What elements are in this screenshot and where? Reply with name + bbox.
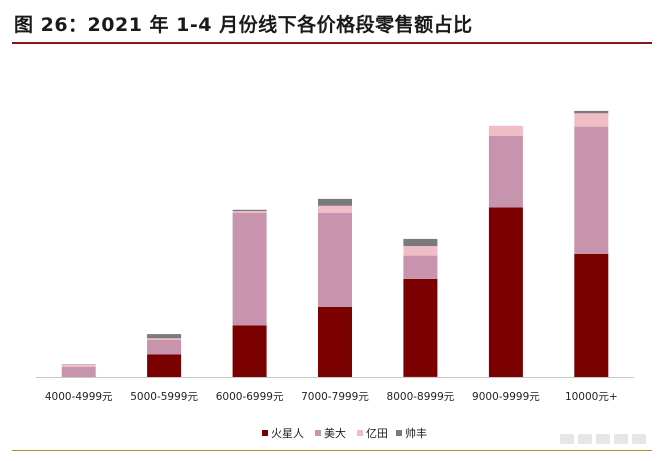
bar-4-2 (147, 334, 182, 339)
bar-3-1 (61, 364, 96, 367)
legend-label: 亿田 (366, 427, 388, 440)
bar-1-5 (403, 278, 438, 377)
bar-1-6 (488, 207, 523, 377)
bar-2-6 (488, 135, 523, 208)
legend-swatch (396, 430, 402, 436)
legend-label: 美大 (324, 426, 346, 440)
x-tick-labels: 4000-4999元 5000-5999元 6000-6999元 7000-7999元… (45, 391, 618, 403)
bar-3-6 (488, 125, 523, 136)
bar-3-2 (147, 338, 182, 340)
bar-1-7 (574, 253, 609, 377)
legend: 火星人 美大 亿田 帅丰 (262, 426, 427, 440)
bar-group (61, 110, 609, 377)
legend-swatch (315, 430, 321, 436)
bar-1-3 (232, 325, 267, 377)
bar-3-7 (574, 113, 609, 127)
bar-2-2 (147, 339, 182, 355)
bottom-rule (12, 450, 652, 451)
bar-2-4 (318, 212, 352, 307)
bar-3-3 (232, 211, 267, 213)
watermark-blur (560, 432, 652, 446)
legend-label: 帅丰 (405, 427, 427, 440)
bar-2-5 (403, 255, 438, 279)
x-tick-label: 5000-5999元 (130, 391, 198, 403)
title-rule (12, 42, 652, 44)
legend-swatch (262, 430, 268, 436)
x-tick-label: 8000-8999元 (387, 391, 455, 403)
x-tick-label: 10000元+ (565, 391, 618, 403)
bar-4-3 (232, 209, 267, 212)
bar-4-5 (403, 238, 438, 247)
bar-2-7 (574, 126, 609, 254)
legend-swatch (357, 430, 363, 436)
x-tick-label: 6000-6999元 (216, 391, 284, 403)
figure-title: 图 26：2021 年 1-4 月份线下各价格段零售额占比 (14, 14, 473, 36)
bar-4-4 (318, 198, 352, 206)
bar-3-4 (318, 205, 352, 213)
bar-1-2 (147, 354, 182, 377)
x-tick-label: 7000-7999元 (301, 391, 369, 403)
bar-2-3 (232, 212, 267, 326)
legend-label: 火星人 (271, 427, 304, 440)
x-tick-label: 4000-4999元 (45, 391, 113, 403)
bar-3-5 (403, 246, 438, 256)
bar-4-7 (574, 110, 609, 114)
bar-1-4 (318, 306, 352, 377)
x-tick-label: 9000-9999元 (472, 391, 540, 403)
bar-2-1 (61, 366, 96, 377)
